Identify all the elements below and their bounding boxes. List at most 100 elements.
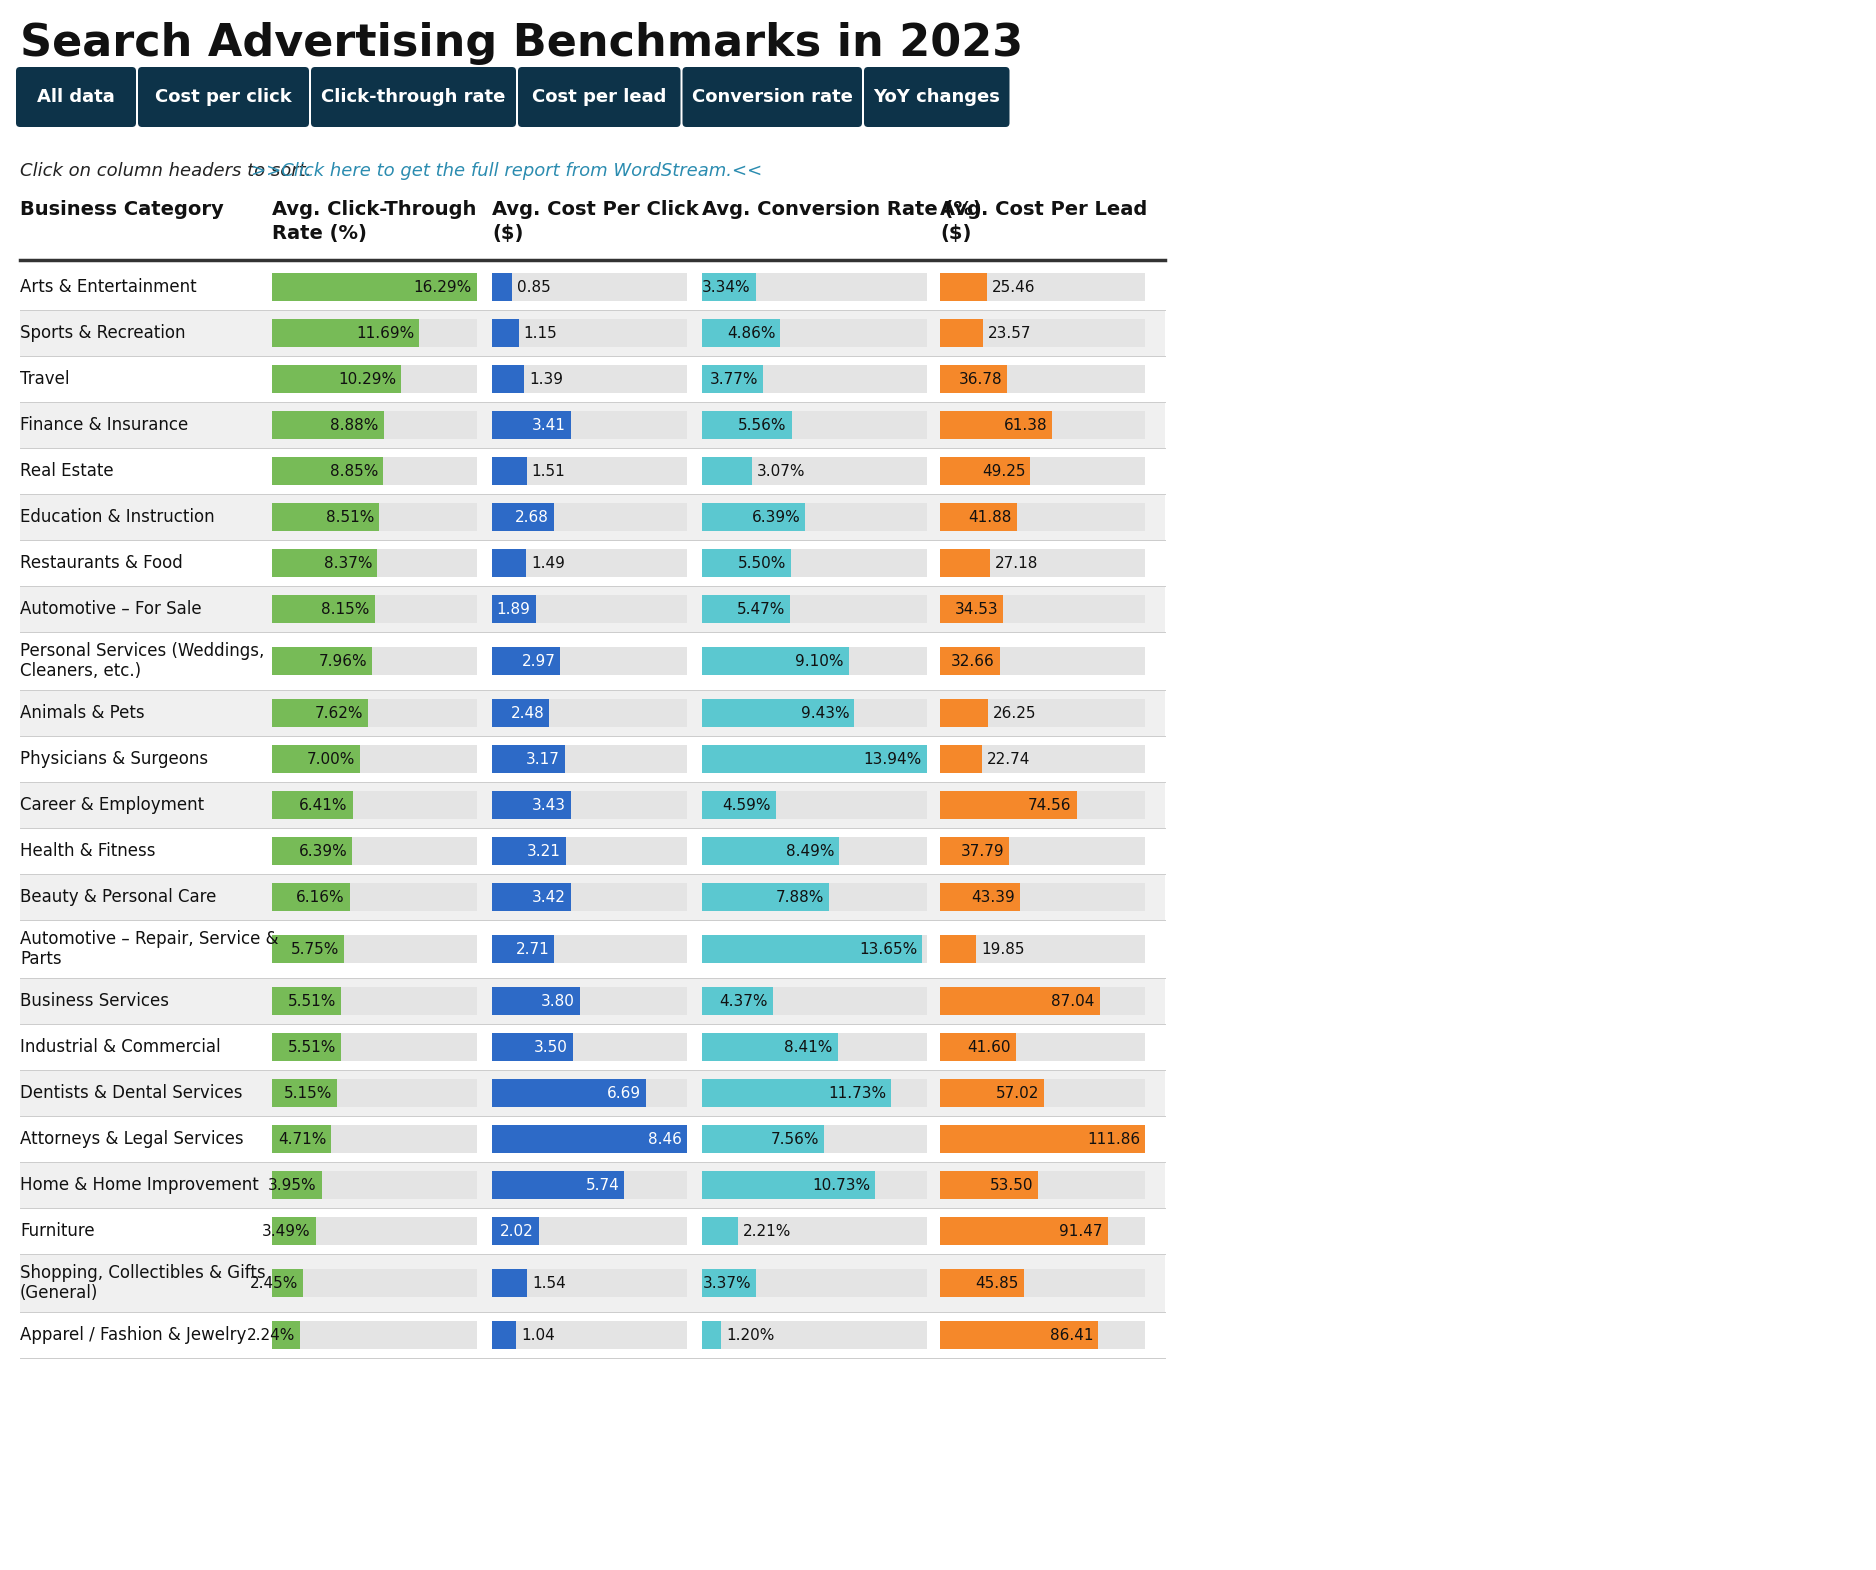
Bar: [272, 457, 477, 485]
Text: 13.94%: 13.94%: [863, 752, 921, 766]
Text: Automotive – For Sale: Automotive – For Sale: [21, 600, 201, 619]
Bar: [492, 1033, 687, 1061]
Text: 5.47%: 5.47%: [737, 601, 786, 617]
Bar: [492, 837, 687, 865]
Bar: [272, 457, 383, 485]
Bar: [272, 1217, 477, 1245]
Bar: [272, 1217, 315, 1245]
Bar: [702, 699, 927, 727]
Bar: [492, 319, 687, 347]
Bar: [702, 746, 927, 772]
FancyBboxPatch shape: [683, 68, 861, 127]
Bar: [940, 791, 1077, 820]
Text: 8.88%: 8.88%: [330, 418, 379, 432]
Bar: [940, 1269, 1024, 1297]
Bar: [492, 699, 550, 727]
Bar: [21, 874, 1165, 920]
Bar: [940, 1126, 1144, 1152]
Text: 9.43%: 9.43%: [801, 705, 850, 721]
Bar: [272, 1171, 321, 1199]
Text: 86.41: 86.41: [1051, 1328, 1094, 1342]
Text: Business Services: Business Services: [21, 992, 169, 1010]
Bar: [492, 791, 570, 820]
Bar: [940, 319, 983, 347]
Bar: [702, 364, 927, 392]
Bar: [21, 309, 1165, 356]
Text: 5.51%: 5.51%: [287, 1039, 336, 1055]
Bar: [940, 936, 976, 962]
Bar: [492, 699, 687, 727]
Bar: [272, 273, 477, 301]
Bar: [702, 550, 927, 578]
Text: 6.69: 6.69: [608, 1085, 642, 1101]
Bar: [21, 1071, 1165, 1116]
Text: Avg. Click-Through
Rate (%): Avg. Click-Through Rate (%): [272, 199, 477, 242]
Bar: [702, 647, 848, 675]
Text: 22.74: 22.74: [987, 752, 1030, 766]
Text: 1.51: 1.51: [531, 463, 565, 479]
Bar: [940, 502, 1017, 531]
Bar: [492, 988, 580, 1014]
Text: Shopping, Collectibles & Gifts: Shopping, Collectibles & Gifts: [21, 1264, 266, 1283]
Text: Career & Employment: Career & Employment: [21, 796, 204, 813]
Text: 1.15: 1.15: [523, 325, 557, 341]
Bar: [940, 319, 1144, 347]
Text: 13.65%: 13.65%: [859, 942, 917, 956]
Text: Click-through rate: Click-through rate: [321, 88, 507, 107]
Text: 1.04: 1.04: [522, 1328, 555, 1342]
Text: 3.17: 3.17: [525, 752, 561, 766]
Bar: [21, 495, 1165, 540]
Bar: [492, 1126, 687, 1152]
Bar: [21, 402, 1165, 447]
Text: Conversion rate: Conversion rate: [692, 88, 854, 107]
Text: 7.56%: 7.56%: [771, 1132, 820, 1146]
Bar: [702, 319, 780, 347]
Bar: [702, 1320, 722, 1349]
Bar: [940, 1320, 1144, 1349]
Text: 36.78: 36.78: [959, 372, 1002, 386]
Text: 61.38: 61.38: [1004, 418, 1047, 432]
Bar: [940, 647, 1144, 675]
Text: Furniture: Furniture: [21, 1221, 94, 1240]
Text: 3.41: 3.41: [531, 418, 565, 432]
Text: Physicians & Surgeons: Physicians & Surgeons: [21, 750, 208, 768]
Bar: [492, 936, 555, 962]
Text: 3.37%: 3.37%: [704, 1275, 752, 1291]
Text: (General): (General): [21, 1284, 98, 1302]
Text: 74.56: 74.56: [1028, 798, 1071, 813]
Bar: [702, 1171, 927, 1199]
Text: 7.88%: 7.88%: [777, 890, 824, 904]
Bar: [940, 1171, 1144, 1199]
Bar: [492, 988, 687, 1014]
Bar: [492, 936, 687, 962]
Text: Industrial & Commercial: Industrial & Commercial: [21, 1038, 221, 1057]
Bar: [492, 1171, 625, 1199]
Bar: [702, 457, 927, 485]
Text: Cost per click: Cost per click: [156, 88, 293, 107]
Bar: [702, 988, 927, 1014]
Text: Restaurants & Food: Restaurants & Food: [21, 554, 182, 571]
Bar: [272, 364, 401, 392]
FancyBboxPatch shape: [518, 68, 681, 127]
Text: Health & Fitness: Health & Fitness: [21, 842, 156, 860]
Bar: [21, 586, 1165, 633]
Bar: [940, 411, 1144, 440]
Bar: [492, 595, 687, 623]
Text: 2.48: 2.48: [510, 705, 544, 721]
Bar: [492, 550, 527, 578]
Text: 1.54: 1.54: [533, 1275, 567, 1291]
Bar: [272, 699, 368, 727]
Bar: [272, 502, 379, 531]
Bar: [272, 1079, 338, 1107]
Bar: [492, 837, 567, 865]
Text: 7.00%: 7.00%: [306, 752, 355, 766]
Bar: [702, 1033, 927, 1061]
Bar: [940, 746, 981, 772]
Text: 5.50%: 5.50%: [737, 556, 786, 570]
Text: 2.24%: 2.24%: [248, 1328, 295, 1342]
Text: 45.85: 45.85: [976, 1275, 1019, 1291]
Bar: [940, 1033, 1017, 1061]
Bar: [492, 411, 570, 440]
FancyBboxPatch shape: [311, 68, 516, 127]
Bar: [702, 1217, 927, 1245]
